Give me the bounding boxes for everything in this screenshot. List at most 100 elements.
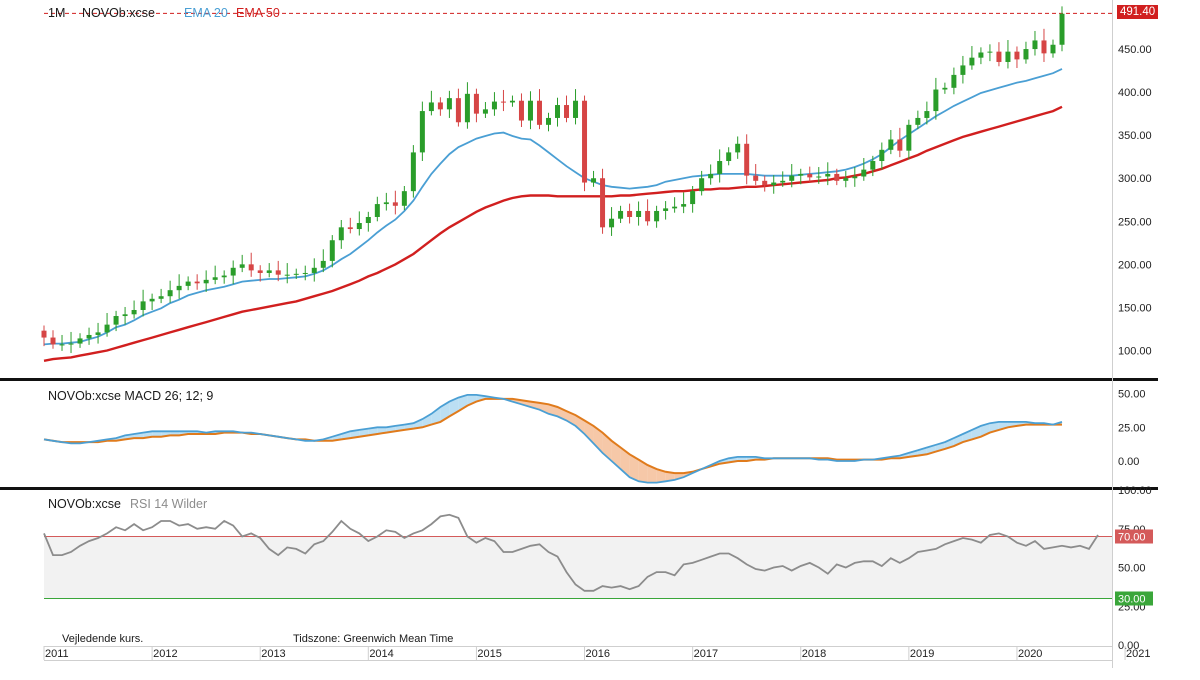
candle-body (996, 51, 1002, 62)
price-tick-label: 100.00 (1118, 345, 1152, 357)
year-tick-label: 2021 (1126, 648, 1150, 660)
candle-body (113, 316, 119, 325)
macd-histogram-fill (665, 471, 675, 482)
candle-body (437, 102, 443, 110)
candle-body (1041, 40, 1047, 54)
candle-body (527, 100, 533, 121)
candle-body (320, 260, 326, 268)
macd-histogram-fill (674, 473, 684, 480)
candle-body (843, 178, 849, 181)
candle-body (464, 93, 470, 123)
macd-layer (43, 394, 1063, 484)
price-tick-label: 350.00 (1118, 130, 1152, 142)
candle-body (852, 176, 858, 179)
candle-body (780, 180, 786, 183)
candle-body (969, 57, 975, 66)
macd-histogram-fill (341, 431, 351, 440)
rsi-level-tag-label: 30.00 (1118, 594, 1146, 606)
candle-body (68, 343, 74, 345)
year-tick-label: 2013 (261, 648, 285, 660)
candle-body (257, 270, 263, 273)
candle-body (816, 176, 822, 178)
year-tick-label: 2016 (586, 648, 610, 660)
rsi-tick-label: 100.00 (1118, 485, 1152, 497)
macd-histogram-fill (368, 427, 378, 436)
candle-body (455, 98, 461, 123)
candle-body (744, 143, 750, 176)
candle-body (753, 175, 759, 181)
candle-body (401, 191, 407, 206)
candle-body (870, 161, 876, 170)
candle-body (861, 169, 867, 177)
candle-body (446, 98, 452, 110)
candle-body (518, 100, 524, 121)
candle-body (735, 143, 741, 153)
macd-histogram-fill (530, 401, 540, 410)
candle-body (690, 191, 696, 205)
candle-body (879, 149, 885, 162)
macd-histogram-fill (431, 407, 441, 425)
candle-body (374, 204, 380, 217)
macd-histogram-fill (638, 459, 648, 483)
macd-histogram-fill (584, 420, 594, 444)
candles-layer (41, 6, 1065, 354)
candle-body (338, 227, 344, 241)
price-tick-label: 250.00 (1118, 216, 1152, 228)
candle-body (284, 274, 290, 276)
rsi-line (43, 513, 1099, 592)
price-tick-label: 200.00 (1118, 259, 1152, 271)
candle-body (365, 216, 371, 224)
price-tick-label: 450.00 (1118, 44, 1152, 56)
ema20-line (43, 68, 1063, 346)
macd-line (43, 394, 1063, 484)
macd-histogram-fill (593, 425, 603, 453)
candle-body (50, 337, 56, 345)
price-tick-label: 300.00 (1118, 173, 1152, 185)
footer-timezone: Tidszone: Greenwich Mean Time (293, 633, 454, 645)
candle-body (888, 139, 894, 150)
candle-body (951, 74, 957, 88)
candle-body (356, 223, 362, 230)
candle-body (419, 111, 425, 153)
macd-histogram-fill (539, 402, 549, 414)
candle-body (564, 105, 570, 118)
candle-body (275, 270, 281, 275)
candle-body (185, 281, 191, 286)
candle-body (167, 290, 173, 297)
candle-body (942, 87, 948, 90)
macd-histogram-fill (467, 394, 477, 406)
candle-body (600, 178, 606, 228)
ema50-legend[interactable]: EMA 50 (236, 6, 280, 20)
candle-body (1050, 44, 1056, 54)
candle-body (960, 65, 966, 75)
candle-body (825, 173, 831, 177)
candle-body (176, 285, 182, 291)
candle-body (230, 267, 236, 276)
candle-body (834, 173, 840, 181)
candle-body (392, 202, 398, 206)
ema20-legend[interactable]: EMA 20 (184, 6, 228, 20)
candle-body (987, 51, 993, 53)
candle-body (140, 301, 146, 310)
candle-body (491, 101, 497, 110)
macd-histogram-fill (737, 456, 747, 461)
macd-histogram-fill (998, 421, 1008, 430)
candle-body (897, 139, 903, 151)
candle-body (410, 152, 416, 192)
candle-body (383, 202, 389, 205)
candle-body (266, 270, 272, 273)
interval-label[interactable]: 1M (48, 6, 66, 20)
candle-body (104, 324, 110, 333)
candle-body (555, 105, 561, 118)
candle-body (293, 273, 299, 275)
year-tick-label: 2019 (910, 648, 934, 660)
rsi-tick-label: 50.00 (1118, 563, 1146, 575)
candle-body (915, 117, 921, 125)
candle-body (726, 152, 732, 162)
candle-body (302, 272, 308, 274)
candle-body (1023, 49, 1029, 60)
candle-body (1032, 40, 1038, 50)
candle-body (500, 101, 506, 103)
macd-histogram-fill (170, 431, 180, 436)
